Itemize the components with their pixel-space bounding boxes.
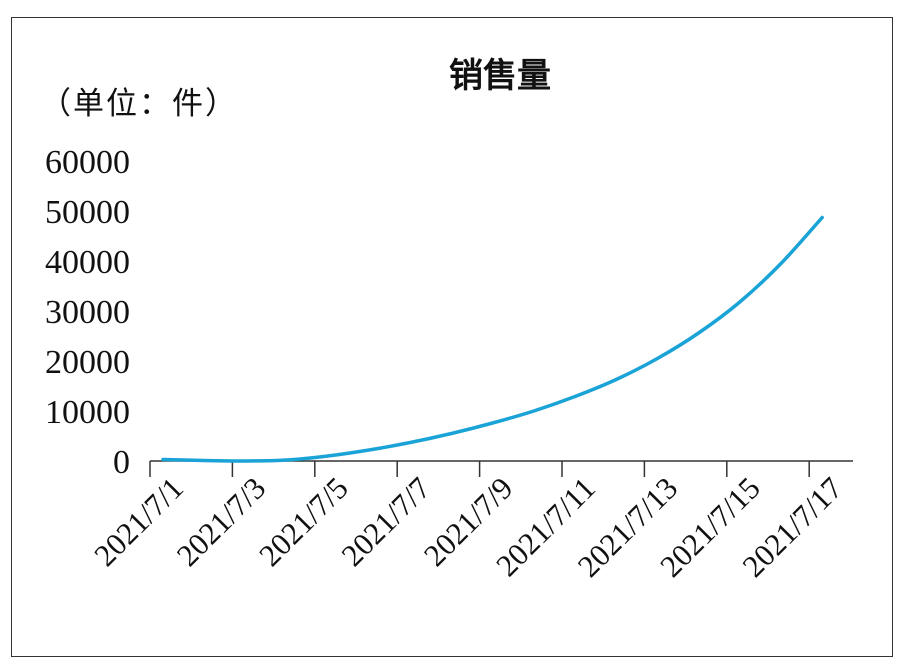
y-tick-label: 50000 (45, 194, 130, 231)
x-axis-ticks: 2021/7/12021/7/32021/7/52021/7/72021/7/9… (87, 470, 849, 584)
y-tick-label: 30000 (45, 294, 130, 331)
y-tick-label: 40000 (45, 244, 130, 281)
y-tick-label: 60000 (45, 144, 130, 181)
x-tick-label: 2021/7/3 (170, 470, 273, 573)
x-tick-label: 2021/7/7 (334, 470, 437, 573)
series-line-sales (163, 218, 822, 462)
y-tick-label: 20000 (45, 344, 130, 381)
x-axis (150, 461, 853, 477)
series-group (163, 218, 822, 462)
x-tick-label: 2021/7/1 (87, 470, 190, 573)
y-axis-ticks: 0 10000 20000 30000 40000 50000 60000 (45, 144, 130, 481)
x-tick-label: 2021/7/5 (252, 470, 355, 573)
y-tick-label: 10000 (45, 394, 130, 431)
y-tick-label: 0 (113, 444, 130, 481)
